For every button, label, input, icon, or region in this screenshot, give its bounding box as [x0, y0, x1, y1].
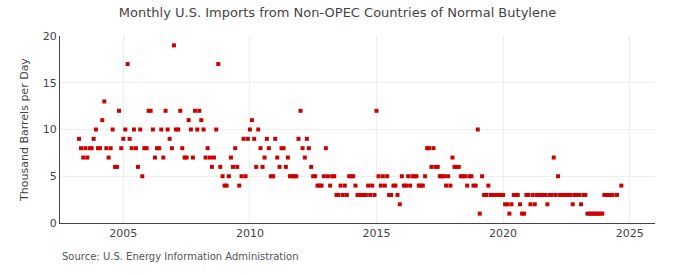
svg-text:20: 20	[43, 30, 57, 43]
svg-text:2015: 2015	[362, 227, 390, 240]
svg-text:Monthly U.S. Imports from Non-: Monthly U.S. Imports from Non-OPEC Count…	[119, 5, 556, 20]
svg-text:2010: 2010	[236, 227, 264, 240]
svg-text:5: 5	[50, 170, 57, 183]
svg-text:2005: 2005	[109, 227, 137, 240]
svg-text:Source: U.S. Energy Informatio: Source: U.S. Energy Information Administ…	[62, 251, 299, 262]
svg-text:Thousand Barrels per Day: Thousand Barrels per Day	[18, 58, 31, 202]
svg-text:10: 10	[43, 123, 57, 136]
svg-text:15: 15	[43, 77, 57, 90]
svg-text:2025: 2025	[616, 227, 644, 240]
svg-text:0: 0	[50, 217, 57, 230]
svg-text:2020: 2020	[489, 227, 517, 240]
